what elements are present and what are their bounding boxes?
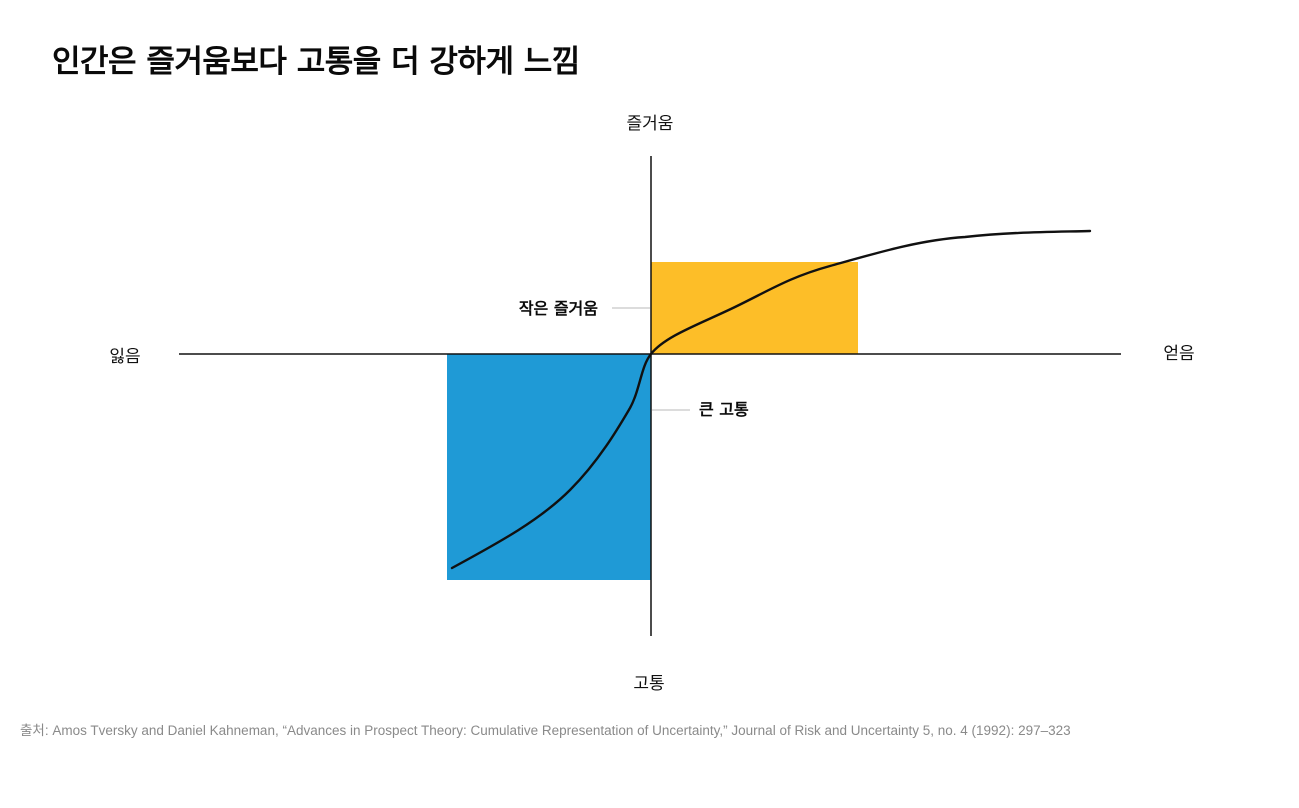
small-pleasure-label: 작은 즐거움 bbox=[519, 299, 598, 318]
source-citation: 출처: Amos Tversky and Daniel Kahneman, “A… bbox=[20, 723, 1071, 738]
pleasure-box bbox=[651, 262, 858, 354]
pain-axis-label: 고통 bbox=[633, 674, 664, 694]
pain-box bbox=[447, 354, 651, 580]
page-title: 인간은 즐거움보다 고통을 더 강하게 느낌 bbox=[52, 44, 580, 80]
gain-axis-label: 얻음 bbox=[1163, 344, 1194, 364]
value-function-curve bbox=[450, 229, 1092, 570]
pleasure-axis-label: 즐거움 bbox=[627, 114, 674, 134]
big-pain-label: 큰 고통 bbox=[699, 400, 749, 419]
loss-axis-label: 잃음 bbox=[109, 347, 140, 367]
